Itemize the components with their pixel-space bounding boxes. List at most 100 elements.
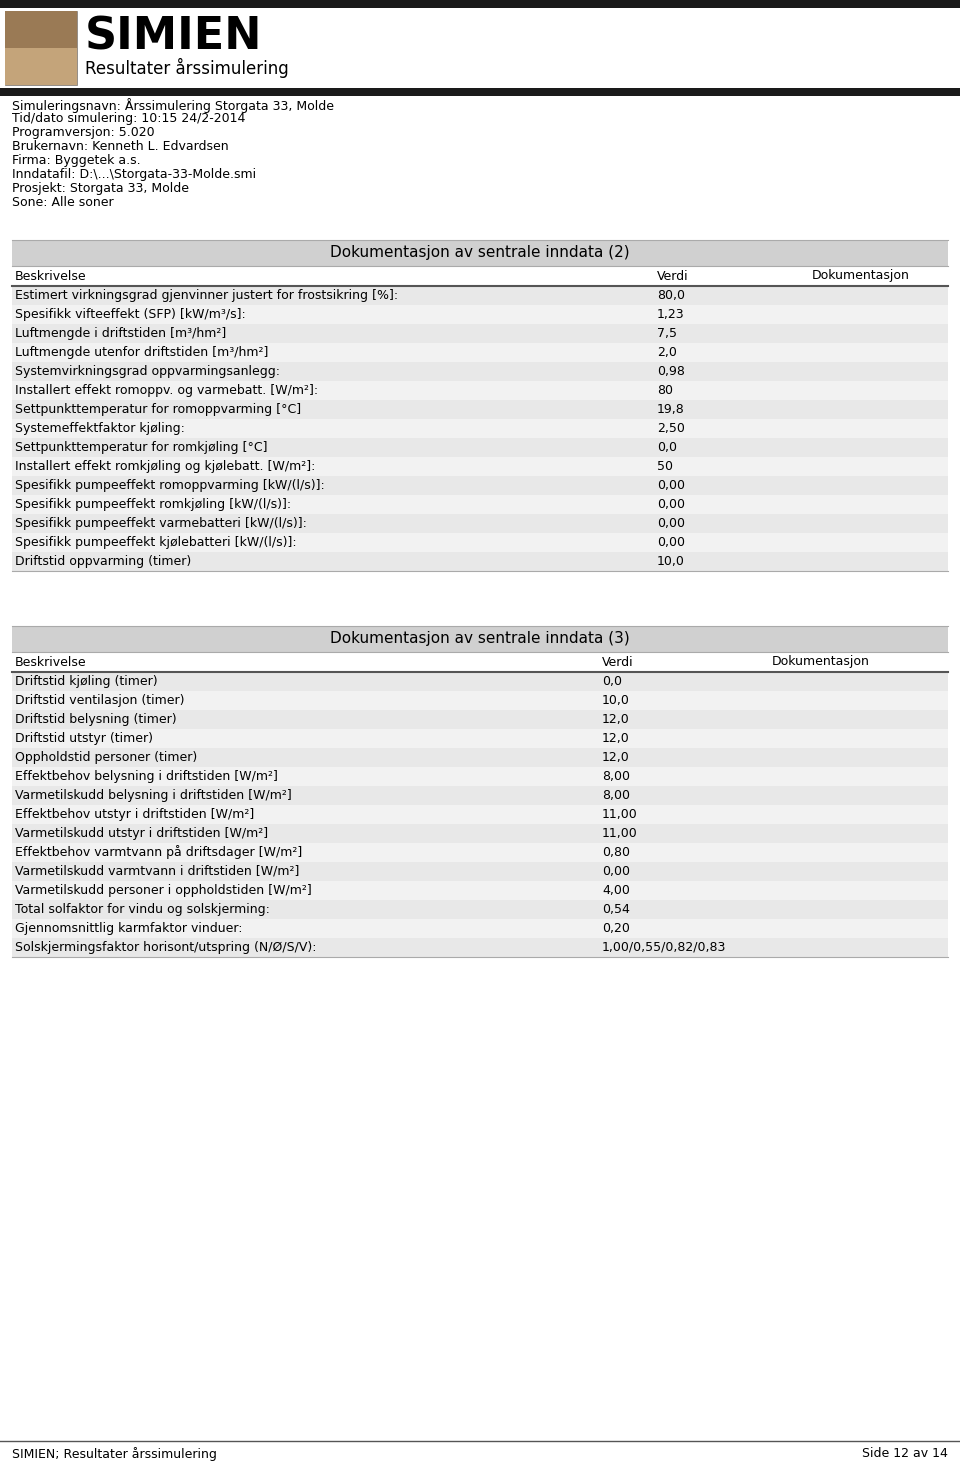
Text: Sone: Alle soner: Sone: Alle soner	[12, 195, 113, 209]
Text: 8,00: 8,00	[602, 789, 630, 803]
Text: Side 12 av 14: Side 12 av 14	[862, 1447, 948, 1460]
Bar	[12, 920, 948, 937]
Bar	[12, 361, 948, 381]
Text: 0,98: 0,98	[657, 364, 684, 378]
Text: 1,00/0,55/0,82/0,83: 1,00/0,55/0,82/0,83	[602, 940, 727, 954]
Text: 0,00: 0,00	[657, 517, 685, 530]
Text: Tid/dato simulering: 10:15 24/2-2014: Tid/dato simulering: 10:15 24/2-2014	[12, 113, 246, 124]
Bar	[12, 729, 948, 748]
Text: 12,0: 12,0	[602, 751, 630, 764]
Bar	[12, 652, 948, 672]
Bar	[12, 786, 948, 806]
Bar	[12, 458, 948, 475]
Text: Dokumentasjon av sentrale inndata (2): Dokumentasjon av sentrale inndata (2)	[330, 246, 630, 261]
Text: Total solfaktor for vindu og solskjerming:: Total solfaktor for vindu og solskjermin…	[15, 903, 270, 917]
Bar	[12, 514, 948, 533]
Text: Installert effekt romoppv. og varmebatt. [W/m²]:: Installert effekt romoppv. og varmebatt.…	[15, 384, 318, 397]
Bar	[0, 0, 960, 7]
Text: Settpunkttemperatur for romkjøling [°C]: Settpunkttemperatur for romkjøling [°C]	[15, 441, 268, 455]
Text: Varmetilskudd utstyr i driftstiden [W/m²]: Varmetilskudd utstyr i driftstiden [W/m²…	[15, 826, 268, 840]
Text: Driftstid oppvarming (timer): Driftstid oppvarming (timer)	[15, 555, 191, 569]
Text: Beskrivelse: Beskrivelse	[15, 270, 86, 283]
Bar	[12, 286, 948, 305]
Text: Systemeffektfaktor kjøling:: Systemeffektfaktor kjøling:	[15, 422, 185, 435]
Bar	[12, 305, 948, 324]
Bar	[5, 47, 77, 84]
Bar	[12, 552, 948, 572]
Bar	[12, 900, 948, 920]
Text: 0,80: 0,80	[602, 846, 630, 859]
Bar	[12, 767, 948, 786]
Text: 7,5: 7,5	[657, 327, 677, 341]
Text: Driftstid belysning (timer): Driftstid belysning (timer)	[15, 712, 177, 726]
Bar	[12, 672, 948, 692]
Text: Gjennomsnittlig karmfaktor vinduer:: Gjennomsnittlig karmfaktor vinduer:	[15, 923, 243, 935]
Text: 0,00: 0,00	[657, 478, 685, 492]
Text: 2,0: 2,0	[657, 347, 677, 358]
Text: 11,00: 11,00	[602, 809, 637, 820]
Bar	[12, 475, 948, 495]
Bar	[12, 495, 948, 514]
Text: 0,0: 0,0	[657, 441, 677, 455]
Bar	[12, 419, 948, 438]
Text: Spesifikk pumpeeffekt varmebatteri [kW/(l/s)]:: Spesifikk pumpeeffekt varmebatteri [kW/(…	[15, 517, 307, 530]
Text: SIMIEN: SIMIEN	[85, 16, 262, 59]
Text: Spesifikk pumpeeffekt romoppvarming [kW/(l/s)]:: Spesifikk pumpeeffekt romoppvarming [kW/…	[15, 478, 324, 492]
Text: 12,0: 12,0	[602, 732, 630, 745]
Text: 1,23: 1,23	[657, 308, 684, 321]
Bar	[12, 692, 948, 709]
Text: 8,00: 8,00	[602, 770, 630, 783]
Bar	[12, 823, 948, 843]
Text: 0,00: 0,00	[657, 498, 685, 511]
Text: Luftmengde i driftstiden [m³/hm²]: Luftmengde i driftstiden [m³/hm²]	[15, 327, 227, 341]
Bar	[5, 10, 77, 47]
Text: Driftstid ventilasjon (timer): Driftstid ventilasjon (timer)	[15, 695, 184, 706]
Text: Beskrivelse: Beskrivelse	[15, 656, 86, 668]
Text: 0,20: 0,20	[602, 923, 630, 935]
Bar	[12, 843, 948, 862]
Text: 80,0: 80,0	[657, 289, 685, 302]
Text: 0,0: 0,0	[602, 675, 622, 689]
Bar	[12, 381, 948, 400]
Bar	[12, 626, 948, 652]
Text: Systemvirkningsgrad oppvarmingsanlegg:: Systemvirkningsgrad oppvarmingsanlegg:	[15, 364, 280, 378]
Text: 50: 50	[657, 461, 673, 472]
Bar	[12, 862, 948, 881]
Text: Firma: Byggetek a.s.: Firma: Byggetek a.s.	[12, 154, 140, 167]
Text: Installert effekt romkjøling og kjølebatt. [W/m²]:: Installert effekt romkjøling og kjølebat…	[15, 461, 316, 472]
Text: 4,00: 4,00	[602, 884, 630, 897]
Text: 12,0: 12,0	[602, 712, 630, 726]
Text: Resultater årssimulering: Resultater årssimulering	[85, 58, 289, 78]
Text: Effektbehov belysning i driftstiden [W/m²]: Effektbehov belysning i driftstiden [W/m…	[15, 770, 277, 783]
Text: Simuleringsnavn: Årssimulering Storgata 33, Molde: Simuleringsnavn: Årssimulering Storgata …	[12, 98, 334, 113]
Bar	[12, 748, 948, 767]
Text: Effektbehov utstyr i driftstiden [W/m²]: Effektbehov utstyr i driftstiden [W/m²]	[15, 809, 254, 820]
Bar	[12, 806, 948, 823]
Text: Dokumentasjon av sentrale inndata (3): Dokumentasjon av sentrale inndata (3)	[330, 631, 630, 647]
Text: Solskjermingsfaktor horisont/utspring (N/Ø/S/V):: Solskjermingsfaktor horisont/utspring (N…	[15, 940, 317, 954]
Text: Prosjekt: Storgata 33, Molde: Prosjekt: Storgata 33, Molde	[12, 182, 189, 195]
Text: 0,54: 0,54	[602, 903, 630, 917]
Text: Dokumentasjon: Dokumentasjon	[772, 656, 870, 668]
Text: Programversjon: 5.020: Programversjon: 5.020	[12, 126, 155, 139]
Bar	[0, 87, 960, 96]
Text: Settpunkttemperatur for romoppvarming [°C]: Settpunkttemperatur for romoppvarming [°…	[15, 403, 301, 416]
Text: Luftmengde utenfor driftstiden [m³/hm²]: Luftmengde utenfor driftstiden [m³/hm²]	[15, 347, 269, 358]
Text: 11,00: 11,00	[602, 826, 637, 840]
Text: Estimert virkningsgrad gjenvinner justert for frostsikring [%]:: Estimert virkningsgrad gjenvinner juster…	[15, 289, 398, 302]
Text: Oppholdstid personer (timer): Oppholdstid personer (timer)	[15, 751, 197, 764]
Bar	[12, 344, 948, 361]
Text: Verdi: Verdi	[657, 270, 688, 283]
Text: Varmetilskudd varmtvann i driftstiden [W/m²]: Varmetilskudd varmtvann i driftstiden [W…	[15, 865, 300, 878]
Text: Spesifikk pumpeeffekt romkjøling [kW/(l/s)]:: Spesifikk pumpeeffekt romkjøling [kW/(l/…	[15, 498, 291, 511]
Bar	[12, 533, 948, 552]
Text: Driftstid kjøling (timer): Driftstid kjøling (timer)	[15, 675, 157, 689]
Text: 0,00: 0,00	[602, 865, 630, 878]
Text: Inndatafil: D:\...\Storgata-33-Molde.smi: Inndatafil: D:\...\Storgata-33-Molde.smi	[12, 167, 256, 181]
Text: Driftstid utstyr (timer): Driftstid utstyr (timer)	[15, 732, 153, 745]
Bar	[5, 10, 77, 84]
Bar	[12, 400, 948, 419]
Text: 10,0: 10,0	[657, 555, 684, 569]
Bar	[12, 881, 948, 900]
Text: Dokumentasjon: Dokumentasjon	[812, 270, 910, 283]
